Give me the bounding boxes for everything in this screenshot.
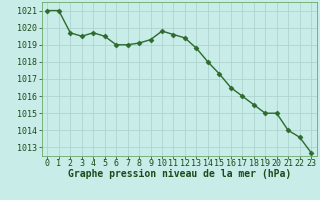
X-axis label: Graphe pression niveau de la mer (hPa): Graphe pression niveau de la mer (hPa) [68, 169, 291, 179]
